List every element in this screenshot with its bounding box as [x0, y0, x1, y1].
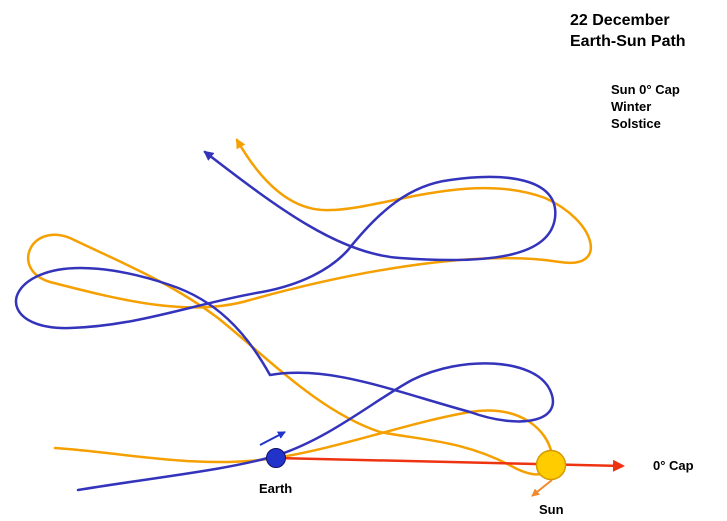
earth-motion-arrow: [259, 431, 286, 446]
note-line-3: Solstice: [611, 116, 661, 131]
earth-label: Earth: [259, 481, 293, 496]
title-line-2: Earth-Sun Path: [570, 33, 686, 50]
note-line-2: Winter: [611, 99, 652, 114]
sun-motion-arrow: [531, 479, 553, 497]
note-line-1: Sun 0° Cap: [611, 82, 680, 97]
earth-path: [14, 150, 557, 492]
sun-path: [27, 138, 592, 476]
earth-sun-line: [275, 456, 625, 472]
earth-body: [266, 448, 286, 468]
title-line-1: 22 December: [570, 12, 670, 29]
sun-body: [535, 449, 567, 481]
cap-label: 0° Cap: [653, 458, 694, 473]
sun-label: Sun: [539, 502, 564, 517]
